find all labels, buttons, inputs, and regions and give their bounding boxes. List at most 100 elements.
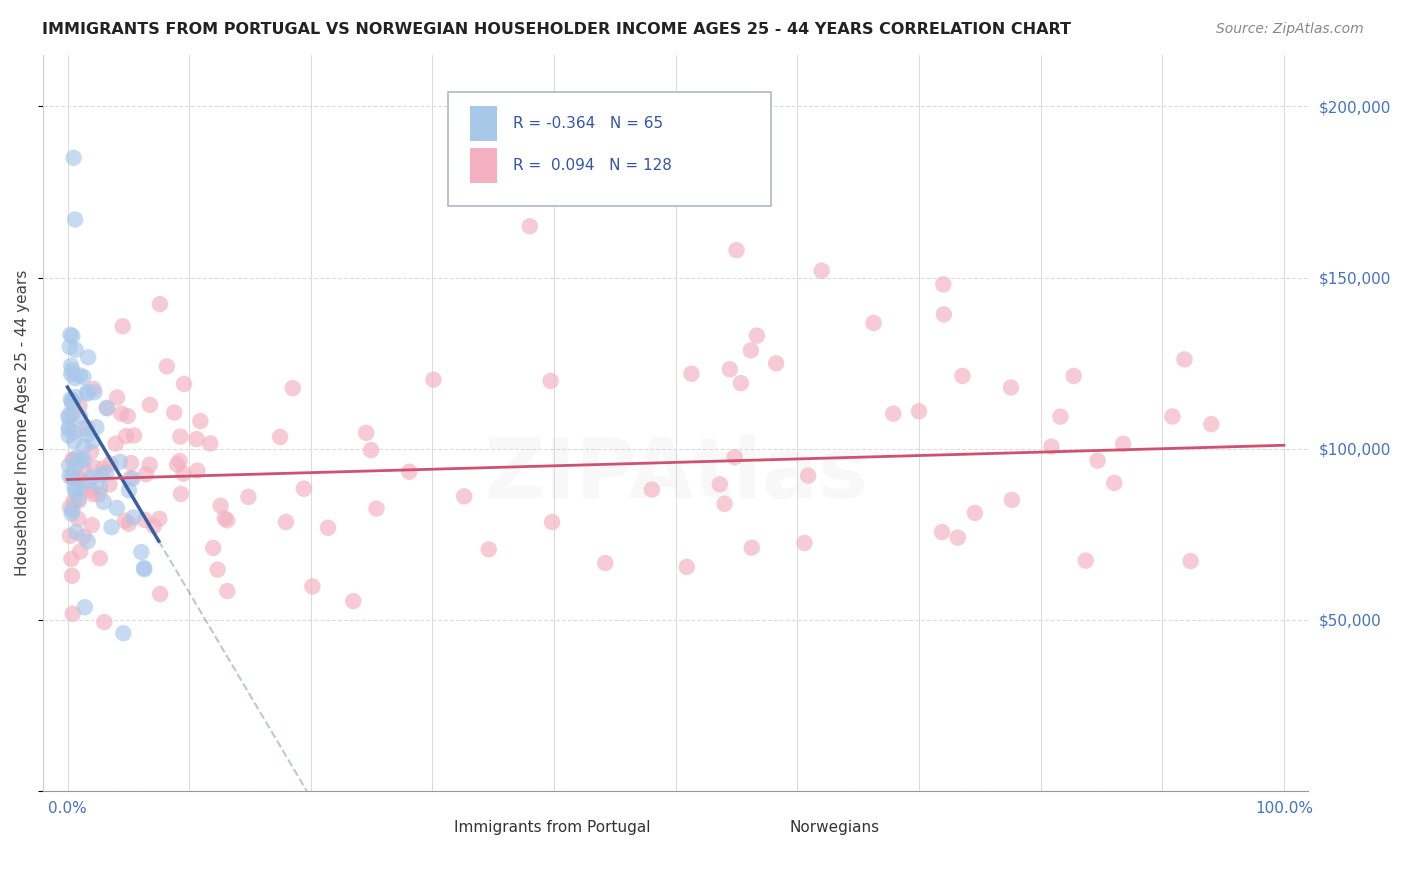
- Point: [73, 440, 96, 454]
- Point: [170, 487, 193, 501]
- Point: [139, 398, 162, 412]
- Point: [946, 531, 969, 545]
- Point: [681, 367, 703, 381]
- Point: [67, 493, 90, 508]
- Point: [72, 452, 94, 467]
- Point: [58, 420, 80, 434]
- Point: [93, 615, 115, 629]
- Point: [59, 340, 82, 354]
- Point: [63, 460, 86, 475]
- Point: [200, 436, 222, 450]
- Point: [66, 472, 89, 486]
- Point: [72, 422, 94, 436]
- Point: [58, 428, 80, 442]
- Point: [676, 559, 699, 574]
- Point: [76, 384, 98, 399]
- Point: [478, 542, 501, 557]
- Point: [65, 484, 87, 499]
- Point: [69, 544, 91, 558]
- Point: [63, 452, 86, 467]
- FancyBboxPatch shape: [416, 814, 444, 840]
- FancyBboxPatch shape: [449, 92, 770, 206]
- Point: [963, 506, 986, 520]
- Point: [122, 510, 145, 524]
- Point: [96, 401, 118, 416]
- Point: [108, 455, 131, 469]
- Point: [76, 428, 98, 442]
- Point: [217, 584, 239, 599]
- Point: [1173, 352, 1195, 367]
- Point: [58, 409, 80, 423]
- Point: [131, 545, 153, 559]
- Point: [66, 450, 89, 465]
- Point: [142, 519, 165, 533]
- Point: [209, 499, 232, 513]
- Point: [1049, 409, 1071, 424]
- Point: [641, 483, 664, 497]
- Point: [134, 513, 156, 527]
- Point: [1040, 440, 1063, 454]
- Point: [202, 541, 225, 555]
- Point: [100, 520, 122, 534]
- Point: [60, 470, 83, 484]
- Point: [932, 307, 955, 321]
- Point: [72, 483, 94, 497]
- Point: [62, 151, 84, 165]
- Point: [66, 470, 89, 484]
- Point: [950, 368, 973, 383]
- Point: [65, 390, 87, 404]
- Text: R =  0.094   N = 128: R = 0.094 N = 128: [513, 158, 672, 173]
- Point: [1161, 409, 1184, 424]
- Point: [62, 472, 84, 486]
- Text: ZIPAtlas: ZIPAtlas: [484, 434, 868, 515]
- Point: [105, 500, 128, 515]
- Point: [114, 514, 136, 528]
- Point: [93, 461, 115, 475]
- Point: [149, 587, 172, 601]
- Point: [111, 319, 134, 334]
- Point: [59, 327, 82, 342]
- Point: [797, 468, 820, 483]
- Point: [77, 475, 100, 489]
- Point: [1074, 553, 1097, 567]
- Point: [59, 529, 82, 543]
- Point: [60, 359, 83, 373]
- Point: [63, 371, 86, 385]
- Point: [1000, 380, 1022, 394]
- Point: [58, 422, 80, 436]
- Point: [190, 414, 212, 428]
- Point: [73, 530, 96, 544]
- Point: [76, 534, 98, 549]
- Point: [366, 501, 388, 516]
- Point: [1087, 453, 1109, 467]
- Point: [65, 343, 87, 357]
- Point: [86, 420, 108, 434]
- Point: [810, 264, 832, 278]
- Point: [342, 594, 364, 608]
- Point: [83, 385, 105, 400]
- Point: [82, 434, 104, 449]
- Point: [135, 467, 157, 482]
- Point: [718, 362, 741, 376]
- Point: [149, 297, 172, 311]
- Point: [60, 569, 83, 583]
- Point: [110, 407, 132, 421]
- Point: [292, 482, 315, 496]
- Point: [82, 483, 104, 498]
- Point: [316, 521, 339, 535]
- Point: [765, 356, 787, 370]
- Point: [62, 607, 84, 621]
- Point: [89, 487, 111, 501]
- Point: [724, 450, 747, 465]
- Point: [80, 518, 103, 533]
- Point: [163, 406, 186, 420]
- Point: [713, 497, 735, 511]
- Point: [274, 515, 297, 529]
- Point: [70, 454, 93, 468]
- Point: [60, 363, 83, 377]
- Point: [217, 513, 239, 527]
- Point: [156, 359, 179, 374]
- Point: [63, 212, 86, 227]
- Point: [207, 563, 229, 577]
- Point: [1201, 417, 1223, 432]
